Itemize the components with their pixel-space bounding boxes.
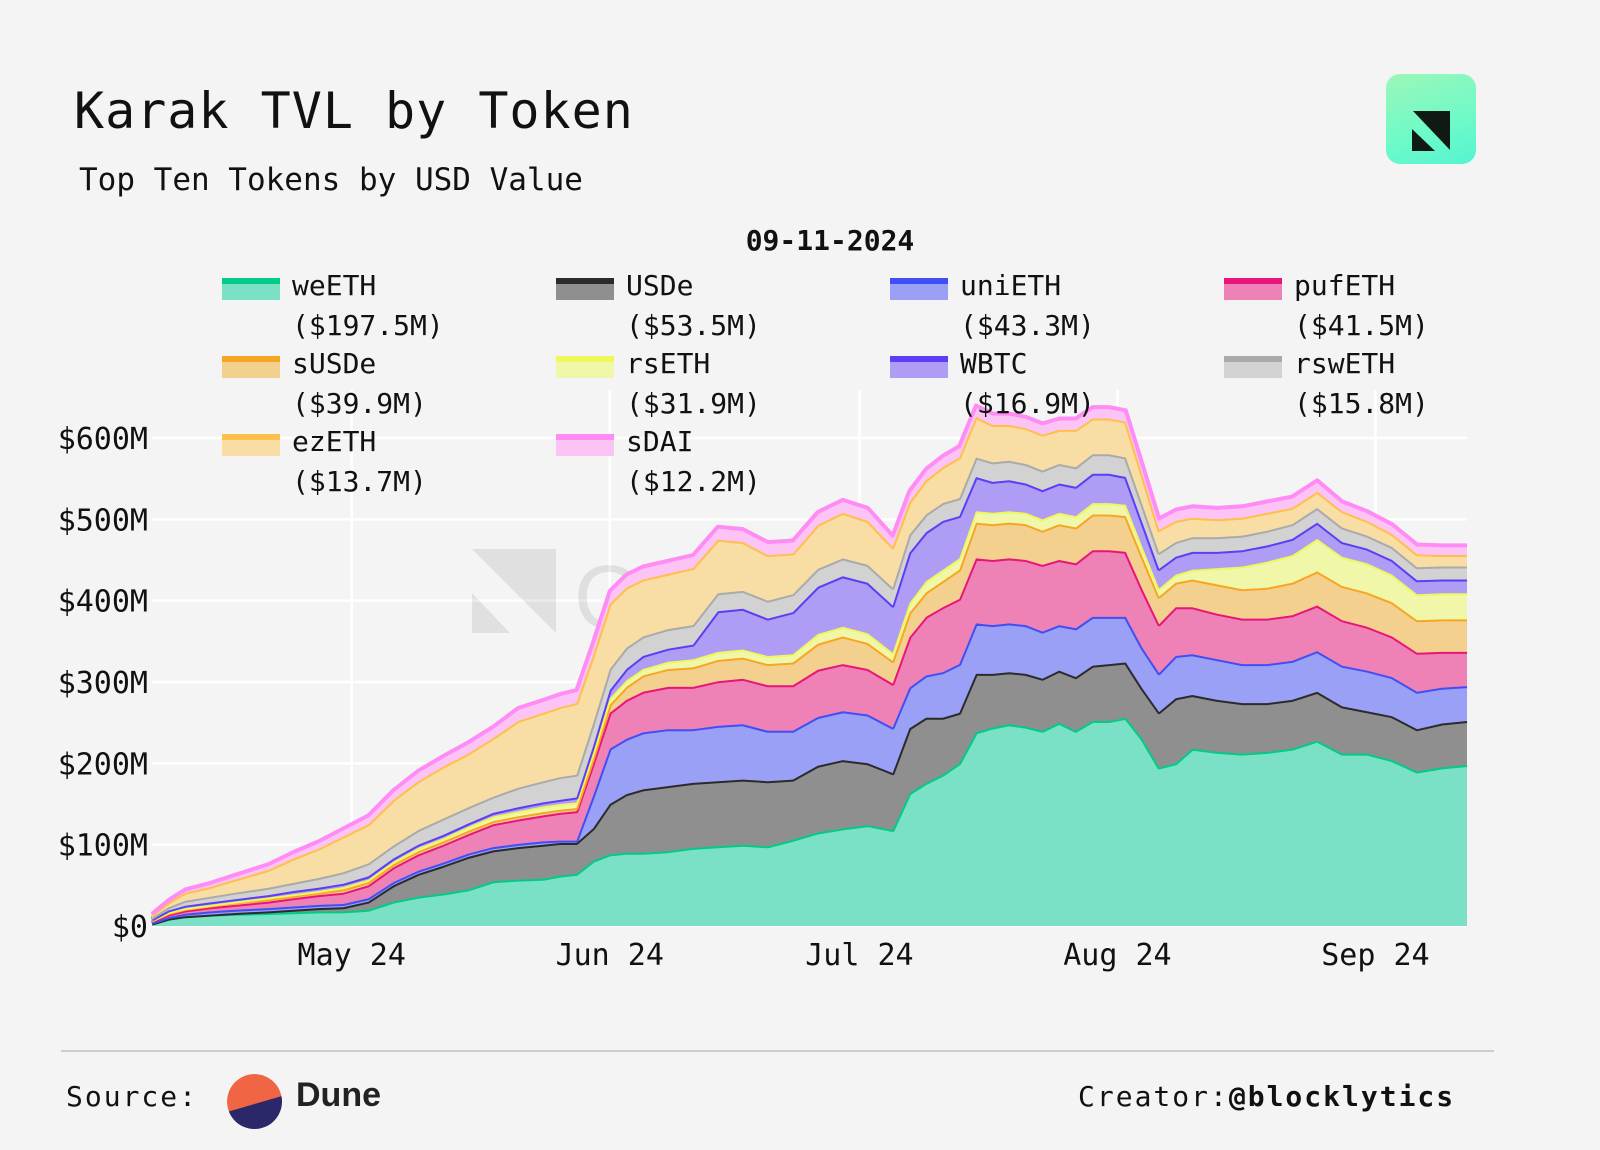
legend-token-name: USDe <box>626 269 694 302</box>
y-tick-label: $0 <box>112 910 148 945</box>
legend-token-name: WBTC <box>960 347 1028 380</box>
legend-token-name: rswETH <box>1294 347 1396 380</box>
legend-item-rswETH: rswETH ($15.8M) <box>1224 344 1429 424</box>
x-tick-label: Sep 24 <box>1321 938 1429 973</box>
legend-token-value: ($197.5M) <box>292 309 444 342</box>
y-tick-label: $600M <box>58 422 148 457</box>
source-name: Dune <box>296 1076 381 1114</box>
legend-item-sUSDe: sUSDe ($39.9M) <box>222 344 427 424</box>
creator: Creator:@blocklytics <box>1078 1080 1455 1113</box>
legend-token-value: ($12.2M) <box>626 465 761 498</box>
legend-token-name: uniETH <box>960 269 1062 302</box>
legend-token-value: ($13.7M) <box>292 465 427 498</box>
legend-swatch <box>1224 278 1282 300</box>
legend-swatch <box>222 434 280 456</box>
y-axis-ticks: $0 $100M $200M $300M $400M $500M $600M <box>58 422 148 945</box>
area-ezETH <box>152 416 1467 918</box>
legend-item-sDAI: sDAI ($12.2M) <box>556 422 761 502</box>
legend-token-value: ($53.5M) <box>626 309 761 342</box>
legend-item-USDe: USDe ($53.5M) <box>556 266 761 346</box>
legend-token-value: ($31.9M) <box>626 387 761 420</box>
x-tick-label: Aug 24 <box>1063 938 1171 973</box>
legend-item-rsETH: rsETH ($31.9M) <box>556 344 761 424</box>
x-tick-label: Jul 24 <box>805 938 913 973</box>
watermark-logo-icon <box>472 549 556 633</box>
legend-swatch <box>556 434 614 456</box>
legend-token-value: ($39.9M) <box>292 387 427 420</box>
date-label: 09-11-2024 <box>745 224 915 257</box>
x-axis-ticks: May 24 Jun 24 Jul 24 Aug 24 Sep 24 <box>298 938 1430 973</box>
y-tick-label: $200M <box>58 747 148 782</box>
y-tick-label: $100M <box>58 829 148 864</box>
source-label: Source: <box>66 1080 199 1113</box>
legend-token-value: ($43.3M) <box>960 309 1095 342</box>
area-USDe <box>152 662 1467 924</box>
legend-token-name: rsETH <box>626 347 711 380</box>
legend-swatch <box>556 356 614 378</box>
legend-swatch <box>222 356 280 378</box>
logo-glyph-icon <box>1412 111 1450 151</box>
watermark-logo-icon-part <box>472 593 510 633</box>
legend-token-value: ($41.5M) <box>1294 309 1429 342</box>
dune-logo-icon <box>227 1074 282 1129</box>
creator-handle: @blocklytics <box>1228 1080 1456 1113</box>
line-uniETH <box>151 614 1468 925</box>
ournetwork-logo-icon <box>1386 74 1476 164</box>
legend-token-name: ezETH <box>292 425 377 458</box>
line-sDAI <box>150 403 1467 916</box>
legend-item-WBTC: WBTC ($16.9M) <box>890 344 1095 424</box>
legend-token-name: weETH <box>292 269 377 302</box>
creator-label: Creator: <box>1078 1080 1229 1113</box>
legend-swatch <box>556 278 614 300</box>
legend-swatch <box>222 278 280 300</box>
footer-divider <box>61 1050 1494 1052</box>
legend-token-name: pufETH <box>1294 269 1396 302</box>
legend-token-name: sDAI <box>626 425 694 458</box>
y-tick-label: $500M <box>58 503 148 538</box>
x-tick-label: May 24 <box>298 938 406 973</box>
area-layers <box>150 403 1468 926</box>
area-weETH <box>152 717 1467 926</box>
legend-token-name: sUSDe <box>292 347 377 380</box>
chart-subtitle: Top Ten Tokens by USD Value <box>79 162 583 198</box>
legend-item-uniETH: uniETH ($43.3M) <box>890 266 1095 346</box>
legend-item-weETH: weETH ($197.5M) <box>222 266 444 346</box>
x-tick-label: Jun 24 <box>556 938 664 973</box>
legend-swatch <box>890 278 948 300</box>
legend-token-value: ($16.9M) <box>960 387 1095 420</box>
legend-swatch <box>890 356 948 378</box>
y-tick-label: $400M <box>58 585 148 620</box>
legend-item-pufETH: pufETH ($41.5M) <box>1224 266 1429 346</box>
area-uniETH <box>152 616 1467 924</box>
legend-swatch <box>1224 356 1282 378</box>
legend-token-value: ($15.8M) <box>1294 387 1429 420</box>
y-tick-label: $300M <box>58 666 148 701</box>
legend-item-ezETH: ezETH ($13.7M) <box>222 422 427 502</box>
chart-title: Karak TVL by Token <box>74 82 634 140</box>
